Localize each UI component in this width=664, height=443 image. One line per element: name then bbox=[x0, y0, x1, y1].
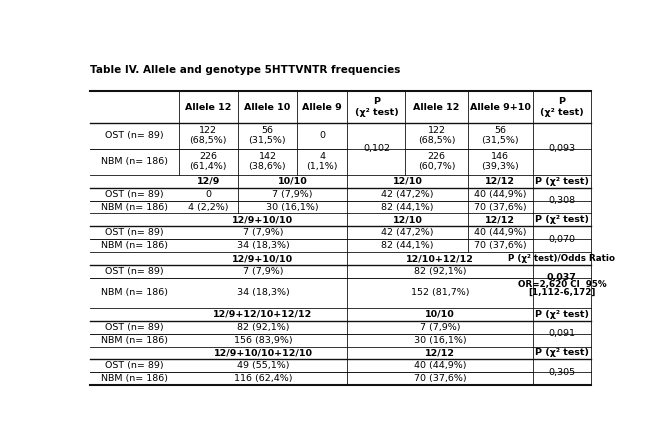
Text: 12/9+12/10+12/12: 12/9+12/10+12/12 bbox=[213, 310, 313, 319]
Text: 122
(68,5%): 122 (68,5%) bbox=[418, 126, 456, 145]
Text: P
(χ² test): P (χ² test) bbox=[540, 97, 584, 117]
Text: Allele 10: Allele 10 bbox=[244, 103, 291, 112]
Text: 156 (83,9%): 156 (83,9%) bbox=[234, 335, 292, 345]
Text: P (χ² test)/Odds Ratio: P (χ² test)/Odds Ratio bbox=[509, 254, 616, 263]
Text: Allele 9: Allele 9 bbox=[302, 103, 342, 112]
Text: 7 (7,9%): 7 (7,9%) bbox=[420, 323, 460, 331]
Text: NBM (n= 186): NBM (n= 186) bbox=[101, 288, 167, 297]
Text: 0,102: 0,102 bbox=[363, 144, 390, 153]
Text: 0,091: 0,091 bbox=[548, 329, 576, 338]
Text: 122
(68,5%): 122 (68,5%) bbox=[189, 126, 227, 145]
Text: NBM (n= 186): NBM (n= 186) bbox=[101, 374, 167, 384]
Text: P
(χ² test): P (χ² test) bbox=[355, 97, 398, 117]
Text: 12/10: 12/10 bbox=[392, 215, 422, 225]
Text: 56
(31,5%): 56 (31,5%) bbox=[481, 126, 519, 145]
Text: 0,037: 0,037 bbox=[547, 273, 577, 283]
Text: 10/10: 10/10 bbox=[425, 310, 455, 319]
Text: 82 (44,1%): 82 (44,1%) bbox=[381, 202, 434, 211]
Text: 56
(31,5%): 56 (31,5%) bbox=[248, 126, 286, 145]
Text: 7 (7,9%): 7 (7,9%) bbox=[243, 267, 284, 276]
Text: 0,093: 0,093 bbox=[548, 144, 576, 153]
Text: Allele 12: Allele 12 bbox=[414, 103, 459, 112]
Text: 4
(1,1%): 4 (1,1%) bbox=[307, 152, 338, 171]
Text: 42 (47,2%): 42 (47,2%) bbox=[381, 190, 434, 198]
Text: OST (n= 89): OST (n= 89) bbox=[105, 361, 163, 370]
Text: OR=2,620 CI  95%: OR=2,620 CI 95% bbox=[517, 280, 606, 289]
Text: 70 (37,6%): 70 (37,6%) bbox=[414, 374, 466, 384]
Text: 82 (44,1%): 82 (44,1%) bbox=[381, 241, 434, 250]
Text: 0,070: 0,070 bbox=[548, 235, 576, 244]
Text: 40 (44,9%): 40 (44,9%) bbox=[414, 361, 466, 370]
Text: 82 (92,1%): 82 (92,1%) bbox=[237, 323, 290, 331]
Text: 152 (81,7%): 152 (81,7%) bbox=[411, 288, 469, 297]
Text: 10/10: 10/10 bbox=[278, 177, 307, 186]
Text: 42 (47,2%): 42 (47,2%) bbox=[381, 229, 434, 237]
Text: 7 (7,9%): 7 (7,9%) bbox=[272, 190, 313, 198]
Text: 12/9+10/10: 12/9+10/10 bbox=[232, 215, 293, 225]
Text: 34 (18,3%): 34 (18,3%) bbox=[236, 288, 290, 297]
Text: 0,308: 0,308 bbox=[548, 196, 576, 205]
Text: 116 (62,4%): 116 (62,4%) bbox=[234, 374, 292, 384]
Text: NBM (n= 186): NBM (n= 186) bbox=[101, 157, 167, 166]
Text: OST (n= 89): OST (n= 89) bbox=[105, 267, 163, 276]
Text: P (χ² test): P (χ² test) bbox=[535, 349, 589, 358]
Text: 12/10: 12/10 bbox=[392, 177, 422, 186]
Text: P (χ² test): P (χ² test) bbox=[535, 177, 589, 186]
Text: 12/9: 12/9 bbox=[197, 177, 220, 186]
Text: 12/9+10/10+12/10: 12/9+10/10+12/10 bbox=[214, 349, 313, 358]
Text: 142
(38,6%): 142 (38,6%) bbox=[248, 152, 286, 171]
Text: OST (n= 89): OST (n= 89) bbox=[105, 323, 163, 331]
Text: 0: 0 bbox=[319, 131, 325, 140]
Text: Table IV. Allele and genotype 5HTTVNTR frequencies: Table IV. Allele and genotype 5HTTVNTR f… bbox=[90, 65, 400, 75]
Text: 12/12: 12/12 bbox=[485, 177, 515, 186]
Text: 4 (2,2%): 4 (2,2%) bbox=[188, 202, 228, 211]
Text: 0,305: 0,305 bbox=[548, 368, 576, 377]
Text: Allele 9+10: Allele 9+10 bbox=[470, 103, 531, 112]
Text: P (χ² test): P (χ² test) bbox=[535, 215, 589, 225]
Text: 30 (16,1%): 30 (16,1%) bbox=[266, 202, 319, 211]
Text: 30 (16,1%): 30 (16,1%) bbox=[414, 335, 466, 345]
Text: OST (n= 89): OST (n= 89) bbox=[105, 229, 163, 237]
Text: 82 (92,1%): 82 (92,1%) bbox=[414, 267, 466, 276]
Text: 12/12: 12/12 bbox=[425, 349, 455, 358]
Text: 70 (37,6%): 70 (37,6%) bbox=[474, 241, 527, 250]
Text: Allele 12: Allele 12 bbox=[185, 103, 231, 112]
Text: 7 (7,9%): 7 (7,9%) bbox=[243, 229, 284, 237]
Text: NBM (n= 186): NBM (n= 186) bbox=[101, 202, 167, 211]
Text: NBM (n= 186): NBM (n= 186) bbox=[101, 335, 167, 345]
Text: 40 (44,9%): 40 (44,9%) bbox=[474, 229, 527, 237]
Text: P (χ² test): P (χ² test) bbox=[535, 310, 589, 319]
Text: NBM (n= 186): NBM (n= 186) bbox=[101, 241, 167, 250]
Text: 12/10+12/12: 12/10+12/12 bbox=[406, 254, 474, 263]
Text: 146
(39,3%): 146 (39,3%) bbox=[481, 152, 519, 171]
Text: 226
(61,4%): 226 (61,4%) bbox=[189, 152, 227, 171]
Text: 40 (44,9%): 40 (44,9%) bbox=[474, 190, 527, 198]
Text: 226
(60,7%): 226 (60,7%) bbox=[418, 152, 456, 171]
Text: 12/12: 12/12 bbox=[485, 215, 515, 225]
Text: OST (n= 89): OST (n= 89) bbox=[105, 190, 163, 198]
Text: 34 (18,3%): 34 (18,3%) bbox=[236, 241, 290, 250]
Text: 49 (55,1%): 49 (55,1%) bbox=[237, 361, 290, 370]
Text: 0: 0 bbox=[205, 190, 211, 198]
Text: [1,112-6,172]: [1,112-6,172] bbox=[528, 288, 596, 297]
Text: OST (n= 89): OST (n= 89) bbox=[105, 131, 163, 140]
Text: 70 (37,6%): 70 (37,6%) bbox=[474, 202, 527, 211]
Text: 12/9+10/10: 12/9+10/10 bbox=[232, 254, 293, 263]
